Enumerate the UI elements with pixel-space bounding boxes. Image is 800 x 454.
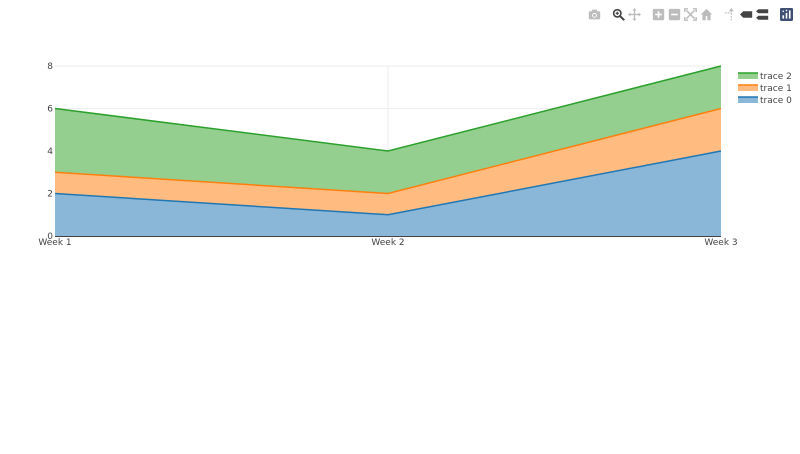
home-icon[interactable] — [699, 7, 714, 22]
x-tick-label: Week 2 — [371, 238, 404, 248]
y-tick-label: 6 — [47, 105, 53, 115]
autoscale-icon[interactable] — [683, 7, 698, 22]
y-tick-label: 4 — [47, 147, 53, 157]
legend[interactable]: trace 2 trace 1 trace 0 — [738, 72, 792, 106]
legend-label: trace 2 — [760, 72, 792, 82]
legend-swatch — [738, 85, 758, 91]
plotly-logo-icon[interactable] — [779, 7, 794, 22]
area-trace-0[interactable] — [55, 151, 721, 236]
area-layer — [55, 66, 721, 236]
line-layer — [54, 65, 722, 216]
legend-item-trace-0[interactable]: trace 0 — [738, 96, 792, 106]
zoom-in-icon[interactable] — [651, 7, 666, 22]
zoom-out-icon[interactable] — [667, 7, 682, 22]
pan-icon[interactable] — [627, 7, 642, 22]
y-tick-label: 0 — [47, 232, 53, 242]
legend-label: trace 1 — [760, 84, 792, 94]
legend-item-trace-2[interactable]: trace 2 — [738, 72, 792, 82]
legend-label: trace 0 — [760, 96, 792, 106]
hover-compare-icon[interactable] — [755, 7, 770, 22]
spike-lines-icon[interactable] — [723, 7, 738, 22]
zoom-icon[interactable] — [611, 7, 626, 22]
line-trace-2 — [54, 65, 722, 152]
axis-layer: 0 2 4 6 8 Week 1 Week 2 Week 3 — [38, 62, 737, 248]
x-tick-label: Week 3 — [704, 238, 737, 248]
modebar — [578, 6, 794, 22]
area-trace-2[interactable] — [55, 66, 721, 194]
y-tick-label: 2 — [47, 190, 53, 200]
y-tick-label: 8 — [47, 62, 53, 72]
x-tick-label: Week 1 — [38, 238, 71, 248]
area-trace-1[interactable] — [55, 108, 721, 215]
line-trace-0 — [54, 150, 722, 216]
legend-swatch — [738, 73, 758, 79]
legend-item-trace-1[interactable]: trace 1 — [738, 84, 792, 94]
camera-icon[interactable] — [587, 7, 602, 22]
line-trace-1 — [54, 107, 722, 195]
legend-swatch — [738, 97, 758, 103]
hover-closest-icon[interactable] — [739, 7, 754, 22]
